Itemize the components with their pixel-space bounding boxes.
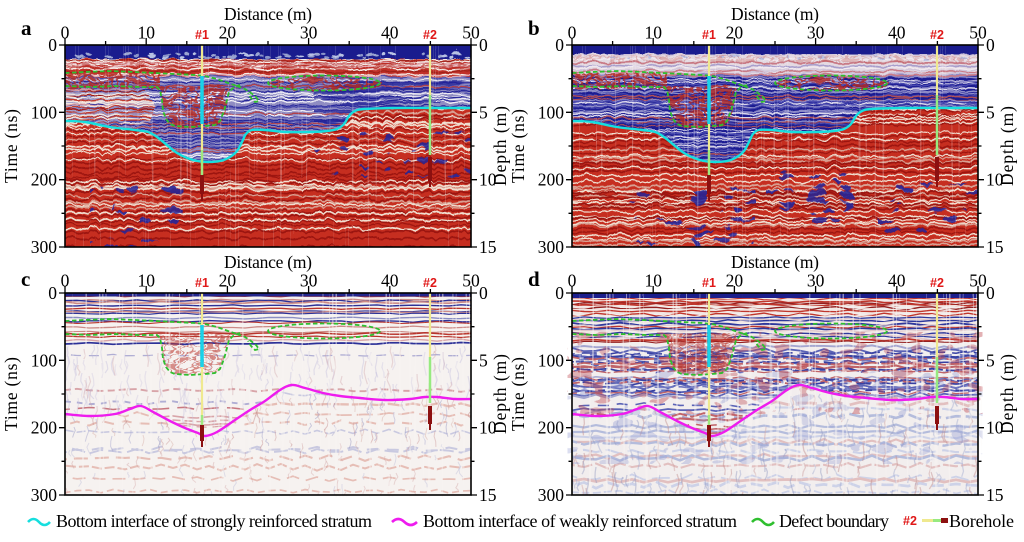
svg-text:40: 40 <box>888 23 906 43</box>
svg-text:300: 300 <box>31 237 58 257</box>
svg-text:10: 10 <box>137 23 155 43</box>
svg-text:5: 5 <box>986 102 995 122</box>
svg-text:c: c <box>21 267 30 291</box>
svg-text:0: 0 <box>986 35 995 55</box>
svg-text:#2: #2 <box>930 28 944 42</box>
svg-text:30: 30 <box>807 271 825 291</box>
svg-text:50: 50 <box>969 23 987 43</box>
svg-text:300: 300 <box>31 485 58 505</box>
svg-text:30: 30 <box>300 271 318 291</box>
svg-text:20: 20 <box>219 23 237 43</box>
svg-text:0: 0 <box>61 23 70 43</box>
svg-text:0: 0 <box>555 35 564 55</box>
svg-text:Depth (m): Depth (m) <box>997 106 1017 186</box>
svg-text:40: 40 <box>888 271 906 291</box>
svg-text:Distance (m): Distance (m) <box>731 252 819 272</box>
svg-text:50: 50 <box>462 271 480 291</box>
svg-text:Bottom interface of strongly r: Bottom interface of strongly reinforced … <box>56 511 372 531</box>
svg-text:b: b <box>528 16 540 40</box>
svg-text:d: d <box>528 267 540 291</box>
svg-text:a: a <box>21 16 32 40</box>
svg-text:0: 0 <box>479 283 488 303</box>
svg-text:15: 15 <box>986 485 1004 505</box>
svg-text:15: 15 <box>479 485 497 505</box>
svg-text:#1: #1 <box>195 28 209 42</box>
svg-text:100: 100 <box>538 102 565 122</box>
svg-text:5: 5 <box>479 350 488 370</box>
svg-text:15: 15 <box>479 237 497 257</box>
svg-text:10: 10 <box>137 271 155 291</box>
svg-text:10: 10 <box>479 418 497 438</box>
svg-text:40: 40 <box>381 23 399 43</box>
svg-text:#2: #2 <box>423 28 437 42</box>
svg-text:100: 100 <box>538 350 565 370</box>
svg-text:5: 5 <box>986 350 995 370</box>
svg-text:Depth (m): Depth (m) <box>490 106 510 186</box>
svg-text:200: 200 <box>538 418 565 438</box>
svg-text:200: 200 <box>31 170 58 190</box>
svg-text:#2: #2 <box>903 514 917 528</box>
svg-text:300: 300 <box>538 485 565 505</box>
svg-text:#1: #1 <box>702 28 716 42</box>
svg-text:50: 50 <box>462 23 480 43</box>
svg-text:Time (ns): Time (ns) <box>1 109 21 183</box>
svg-text:Distance (m): Distance (m) <box>224 252 312 272</box>
svg-text:Time (ns): Time (ns) <box>508 109 528 183</box>
svg-text:#1: #1 <box>702 276 716 290</box>
svg-text:10: 10 <box>479 170 497 190</box>
svg-text:#2: #2 <box>423 276 437 290</box>
svg-text:Depth (m): Depth (m) <box>997 354 1017 434</box>
svg-text:5: 5 <box>479 102 488 122</box>
svg-text:0: 0 <box>48 35 57 55</box>
svg-text:30: 30 <box>807 23 825 43</box>
svg-text:Distance (m): Distance (m) <box>731 4 819 24</box>
svg-text:0: 0 <box>555 283 564 303</box>
svg-text:0: 0 <box>986 283 995 303</box>
svg-text:Defect boundary: Defect boundary <box>779 511 889 531</box>
svg-text:#1: #1 <box>195 276 209 290</box>
svg-text:300: 300 <box>538 237 565 257</box>
svg-text:0: 0 <box>568 23 577 43</box>
svg-text:0: 0 <box>568 271 577 291</box>
svg-text:40: 40 <box>381 271 399 291</box>
svg-text:200: 200 <box>31 418 58 438</box>
svg-text:Time (ns): Time (ns) <box>508 357 528 431</box>
svg-text:Borehole: Borehole <box>949 511 1014 531</box>
svg-text:100: 100 <box>31 102 58 122</box>
svg-text:10: 10 <box>644 271 662 291</box>
svg-text:10: 10 <box>986 170 1004 190</box>
svg-text:10: 10 <box>644 23 662 43</box>
svg-text:20: 20 <box>219 271 237 291</box>
svg-text:#2: #2 <box>930 276 944 290</box>
svg-text:100: 100 <box>31 350 58 370</box>
svg-text:0: 0 <box>48 283 57 303</box>
svg-text:0: 0 <box>479 35 488 55</box>
svg-text:Time (ns): Time (ns) <box>1 357 21 431</box>
svg-text:Bottom interface of weakly rei: Bottom interface of weakly reinforced st… <box>423 511 737 531</box>
svg-text:10: 10 <box>986 418 1004 438</box>
svg-text:Distance (m): Distance (m) <box>224 4 312 24</box>
svg-text:Depth (m): Depth (m) <box>490 354 510 434</box>
svg-text:20: 20 <box>726 271 744 291</box>
svg-text:20: 20 <box>726 23 744 43</box>
svg-text:50: 50 <box>969 271 987 291</box>
svg-text:200: 200 <box>538 170 565 190</box>
svg-text:15: 15 <box>986 237 1004 257</box>
svg-text:30: 30 <box>300 23 318 43</box>
svg-text:0: 0 <box>61 271 70 291</box>
